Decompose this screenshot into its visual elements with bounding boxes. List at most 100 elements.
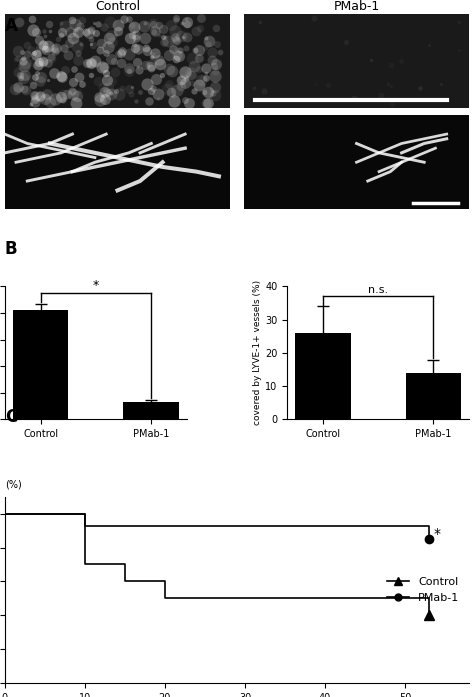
Text: (%): (%) [5,480,21,489]
Point [202,72,210,83]
Point [416,82,424,93]
Point [125,13,133,24]
Point [169,91,176,102]
Point [148,49,155,61]
Point [23,40,30,51]
Point [155,30,163,41]
Point [108,88,115,99]
Point [388,59,395,70]
Point [35,56,43,67]
Point [14,45,22,56]
Text: A: A [5,17,18,36]
Point [31,96,38,107]
Legend: Control, PMab-1: Control, PMab-1 [383,573,464,607]
Point [126,32,134,43]
Point [377,89,384,100]
Point [384,79,392,90]
Point [27,45,35,56]
Point [85,28,92,39]
Point [202,67,210,78]
Point [205,38,212,49]
Point [110,55,118,66]
Point [73,41,81,52]
Text: B: B [5,240,18,259]
Point [19,53,27,64]
Point [46,96,54,107]
Point [52,43,59,54]
Point [143,45,151,56]
Point [57,91,64,102]
Point [87,58,95,69]
Point [145,95,153,107]
Point [161,31,169,43]
Point [172,54,180,65]
Point [196,22,204,33]
Point [152,74,159,85]
Point [47,52,55,63]
Point [135,65,143,76]
Point [118,48,125,59]
Point [202,63,210,74]
Point [87,57,94,68]
Title: Control: Control [95,0,140,13]
Point [170,44,177,55]
Point [142,42,149,53]
Point [97,38,104,49]
Point [155,54,163,66]
Point [213,59,220,70]
Point [70,77,77,88]
Point [175,51,183,62]
Point [182,43,190,54]
Point [57,30,65,41]
Point [18,47,26,58]
Point [350,93,358,104]
Point [28,73,36,84]
Point [16,70,24,81]
Point [40,44,47,55]
Point [342,36,349,47]
Point [105,41,112,52]
Point [69,33,76,44]
Point [103,86,111,98]
Point [98,61,106,72]
Point [209,88,217,99]
Point [63,89,71,100]
Point [87,69,95,80]
Point [39,39,46,50]
Point [15,16,22,27]
Point [177,44,184,55]
Point [128,82,136,93]
Point [57,70,64,82]
Point [32,91,40,102]
Point [154,92,162,103]
Point [250,82,258,93]
Point [19,72,27,84]
Point [50,43,58,54]
Point [190,86,198,97]
Point [13,54,20,65]
Point [64,50,72,61]
Point [37,71,45,82]
Title: PMab-1: PMab-1 [333,0,380,13]
Point [42,44,49,55]
Point [118,82,126,93]
Point [181,77,189,89]
Point [182,73,190,84]
Point [203,97,210,108]
Point [115,89,123,100]
Text: *: * [93,279,99,292]
Point [141,17,149,28]
Point [39,38,46,49]
Point [202,32,210,43]
Point [71,18,78,29]
Point [173,36,181,47]
Point [213,38,221,49]
Point [30,47,38,58]
Point [40,26,47,37]
Point [201,86,208,97]
Point [108,75,116,86]
Text: C: C [5,408,17,426]
Point [159,32,167,43]
Point [42,93,49,105]
Point [111,66,119,77]
